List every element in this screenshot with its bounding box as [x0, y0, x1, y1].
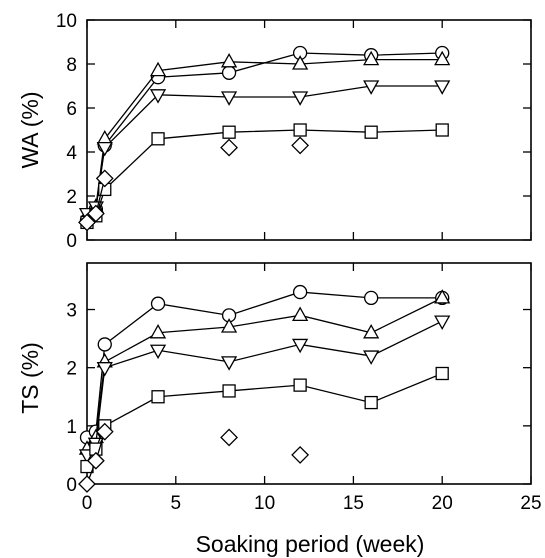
data-point-square-ts [364, 395, 378, 410]
data-point-square-ts [293, 378, 307, 392]
data-point-triangle-up-ts [220, 318, 238, 333]
plot-frame-ts [86, 262, 532, 485]
series-line-square-wa [86, 129, 443, 223]
data-point-diamond-ts [78, 475, 96, 493]
panel-ts: TS (%) 0 5 10 15 20 25 0 1 2 3 [17, 262, 542, 514]
data-point-diamond-wa [78, 213, 96, 232]
data-point-triangle-down-wa [434, 80, 451, 95]
data-point-triangle-up-wa [220, 52, 238, 68]
data-point-triangle-down-ts [363, 350, 380, 365]
data-point-triangle-up-ts [434, 289, 451, 304]
x-tick-label: 20 [432, 493, 453, 514]
panel-wa: WA (%) 0 2 4 6 8 10 [17, 11, 532, 252]
y-tick-label-wa: 6 [66, 99, 77, 120]
data-point-triangle-up-wa [363, 50, 380, 66]
data-point-triangle-up-ts [363, 323, 380, 339]
series-line-triangle-up-wa [86, 58, 443, 219]
data-point-diamond-ts [86, 451, 105, 470]
y-axis-title-wa: WA (%) [17, 91, 43, 168]
data-point-triangle-down-ts [96, 362, 113, 377]
plot-frame-wa [86, 19, 532, 241]
data-point-square-wa [293, 123, 307, 137]
data-point-square-ts [435, 366, 449, 381]
data-point-square-ts [151, 390, 165, 404]
x-axis-title: Soaking period (week) [196, 531, 425, 557]
y-tick-label-wa: 8 [66, 55, 77, 76]
series-line-triangle-down-wa [86, 85, 443, 215]
data-point-triangle-down-wa [220, 91, 238, 106]
data-point-triangle-down-wa [149, 89, 167, 104]
data-point-triangle-down-ts [434, 315, 451, 330]
y-tick-label-ts: 3 [66, 301, 77, 322]
x-tick-label: 10 [254, 493, 275, 514]
y-tick-label-wa: 2 [66, 187, 77, 208]
series-line-triangle-up-ts [86, 297, 443, 450]
data-point-triangle-down-wa [292, 91, 309, 106]
data-point-circle-wa [221, 65, 237, 80]
y-tick-label-wa: 4 [66, 143, 77, 164]
y-tick-label-ts: 0 [66, 475, 77, 496]
data-point-triangle-down-wa [363, 80, 380, 95]
data-point-diamond-ts [95, 422, 114, 441]
data-point-diamond-wa [95, 169, 114, 188]
data-point-triangle-up-wa [149, 61, 167, 77]
data-point-square-wa [151, 132, 165, 146]
y-tick-label-ts: 1 [66, 417, 77, 438]
x-tick-label: 15 [343, 493, 364, 514]
data-point-triangle-up-wa [292, 55, 309, 70]
data-point-square-wa [222, 125, 236, 139]
series-line-square-ts [86, 372, 443, 467]
data-point-circle-ts [364, 290, 379, 306]
x-tick-label: 5 [171, 493, 182, 514]
data-point-triangle-up-wa [434, 50, 451, 66]
data-point-triangle-down-wa [96, 141, 113, 157]
series-line-circle-wa [86, 52, 443, 221]
data-point-square-wa [364, 125, 378, 139]
data-point-circle-ts [150, 296, 166, 311]
x-tick-label: 0 [82, 493, 93, 514]
data-point-diamond-wa [86, 204, 105, 223]
data-point-triangle-up-ts [292, 306, 309, 321]
data-point-diamond-ts [220, 428, 238, 447]
data-point-circle-ts [97, 337, 112, 352]
data-point-triangle-down-ts [149, 344, 167, 360]
y-tick-label-wa: 0 [66, 231, 77, 252]
data-point-square-ts [222, 384, 236, 398]
data-point-diamond-wa [291, 136, 310, 155]
data-point-square-wa [435, 123, 449, 137]
data-point-triangle-down-ts [292, 338, 309, 354]
data-point-diamond-ts [291, 446, 310, 464]
series-line-circle-ts [86, 291, 443, 439]
y-tick-label-ts: 2 [66, 359, 77, 380]
data-point-triangle-down-ts [220, 356, 238, 371]
data-point-circle-ts [292, 284, 308, 300]
x-tick-label: 25 [520, 493, 541, 514]
y-tick-label-wa: 10 [56, 11, 77, 32]
data-point-diamond-wa [220, 138, 238, 157]
y-axis-title-ts: TS (%) [17, 342, 43, 414]
data-point-triangle-up-ts [149, 323, 167, 339]
